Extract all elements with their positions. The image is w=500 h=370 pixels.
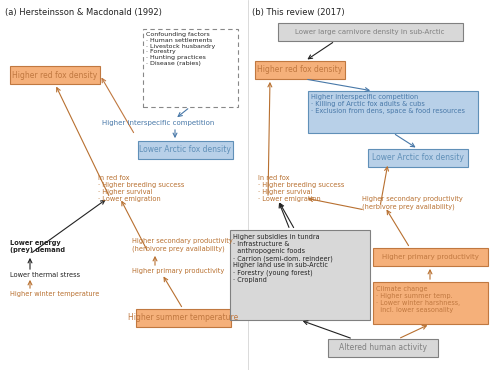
FancyBboxPatch shape [368,149,468,167]
FancyBboxPatch shape [136,309,230,327]
FancyBboxPatch shape [255,61,345,79]
Text: Climate change
· Higher summer temp.
· Lower winter harshness,
  incl. lower sea: Climate change · Higher summer temp. · L… [376,286,460,313]
Text: Higher winter temperature: Higher winter temperature [10,291,100,297]
Text: Lower energy
(prey) demand: Lower energy (prey) demand [10,240,65,253]
Text: Higher subsidies in tundra
· Infrastructure &
  anthropogenic foods
· Carrion (s: Higher subsidies in tundra · Infrastruct… [233,234,333,283]
Text: In red fox
· Higher breeding success
· Higher survival
· Lower emigration: In red fox · Higher breeding success · H… [258,175,344,202]
FancyBboxPatch shape [372,248,488,266]
Text: In red fox
· Higher breeding success
· Higher survival
· Lower emigration: In red fox · Higher breeding success · H… [98,175,184,202]
Text: Lower Arctic fox density: Lower Arctic fox density [372,154,464,162]
FancyBboxPatch shape [328,339,438,357]
FancyBboxPatch shape [142,29,238,107]
FancyBboxPatch shape [10,66,100,84]
Text: Higher interspecific competition
· Killing of Arctic fox adults & cubs
· Exclusi: Higher interspecific competition · Killi… [311,94,465,114]
FancyBboxPatch shape [138,141,232,159]
FancyBboxPatch shape [372,282,488,324]
Text: (a) Hersteinsson & Macdonald (1992): (a) Hersteinsson & Macdonald (1992) [5,8,162,17]
Text: Higher secondary productivity
(herbivore prey availability): Higher secondary productivity (herbivore… [132,238,233,252]
Text: Higher primary productivity: Higher primary productivity [132,268,224,274]
Text: Lower large carnivore density in sub-Arctic: Lower large carnivore density in sub-Arc… [295,29,445,35]
Text: Confounding factors
· Human settlements
· Livestock husbandry
· Forestry
· Hunti: Confounding factors · Human settlements … [146,32,215,66]
FancyBboxPatch shape [230,230,370,320]
Text: Altered human activity: Altered human activity [339,343,427,353]
Text: Higher secondary productivity
(herbivore prey availability): Higher secondary productivity (herbivore… [362,196,463,209]
Text: Higher red fox density: Higher red fox density [258,65,342,74]
Text: Higher interspecific competition: Higher interspecific competition [102,120,214,126]
Text: Lower thermal stress: Lower thermal stress [10,272,80,278]
Text: Higher summer temperature: Higher summer temperature [128,313,238,323]
FancyBboxPatch shape [308,91,478,133]
Text: Higher red fox density: Higher red fox density [12,71,98,80]
Text: Lower Arctic fox density: Lower Arctic fox density [139,145,231,155]
Text: Higher primary productivity: Higher primary productivity [382,254,478,260]
FancyBboxPatch shape [278,23,462,41]
Text: (b) This review (2017): (b) This review (2017) [252,8,344,17]
